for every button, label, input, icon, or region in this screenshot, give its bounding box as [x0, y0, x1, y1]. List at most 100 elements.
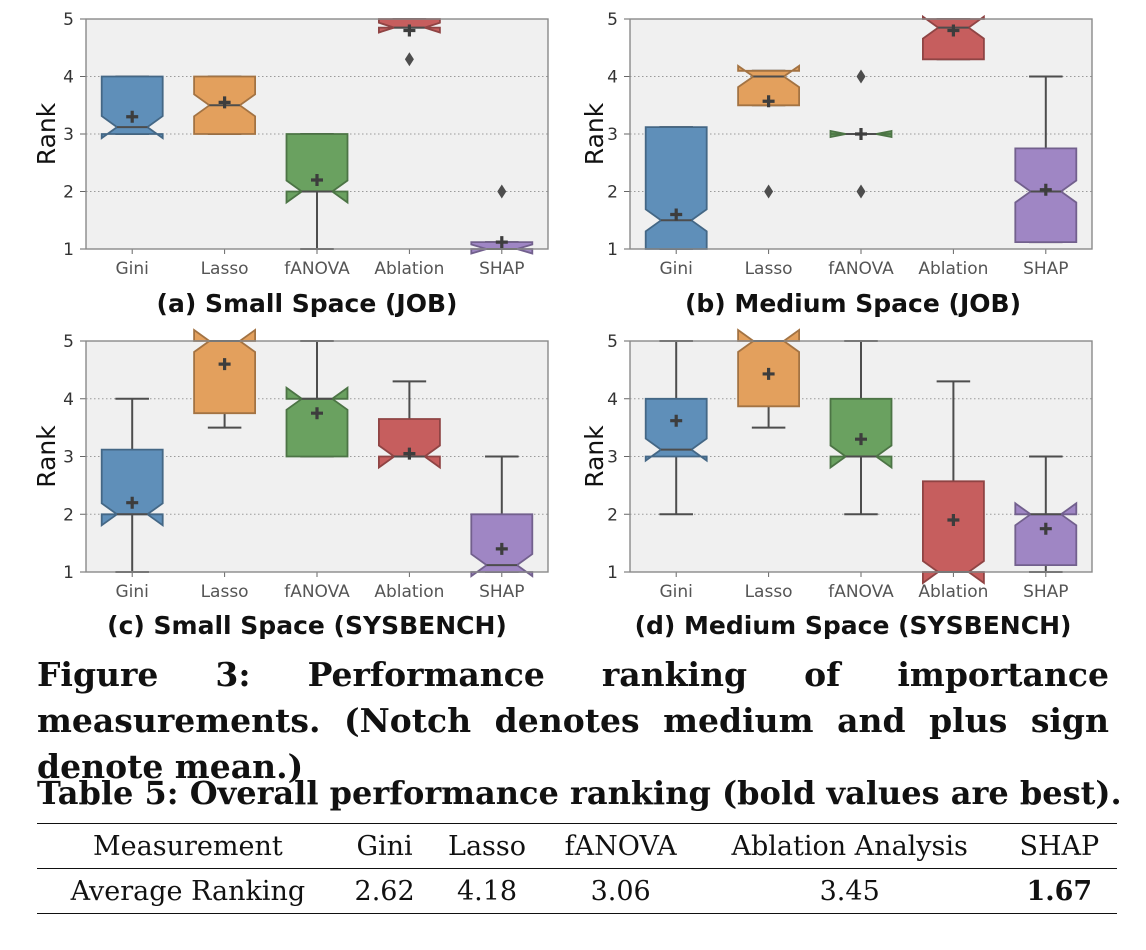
box-ablation — [922, 480, 985, 585]
mean-marker-gini — [670, 208, 683, 221]
y-tick-label: 2 — [63, 505, 74, 525]
y-tick-label: 3 — [607, 125, 618, 145]
chart-panel-1: 1 2 3 4 5 Rank Gini Lasso fANOVA Ablation SHAP (a) … — [32, 10, 549, 318]
x-tick-label: fANOVA — [828, 582, 894, 602]
y-axis-label: Rank — [32, 102, 61, 165]
x-tick-label: Lasso — [201, 582, 249, 602]
x-tick-label: fANOVA — [828, 259, 894, 279]
plot-frame — [629, 18, 1093, 250]
x-tick-label: SHAP — [479, 259, 524, 279]
x-tick-label: SHAP — [479, 582, 524, 602]
mean-marker-lasso — [218, 96, 231, 109]
x-tick-label: Gini — [115, 259, 148, 279]
y-tick-label: 1 — [63, 563, 74, 583]
table-row: Average Ranking 2.62 4.18 3.06 3.45 1.67 — [37, 869, 1117, 914]
chart-panel-2: 1 2 3 4 5 Rank Gini Lasso fANOVA Ablation SHAP(b) … — [580, 10, 1093, 318]
box-fanova — [829, 397, 893, 470]
plot-frame — [85, 340, 549, 573]
plot-frame — [629, 340, 1093, 573]
mean-marker-ablation — [403, 24, 416, 37]
box-fanova — [829, 129, 893, 139]
cell-lasso: 4.18 — [456, 875, 518, 907]
mean-marker-ablation — [403, 447, 416, 460]
chart-title: (c) Small Space (SYSBENCH) — [107, 611, 507, 640]
cell-shap-best: 1.67 — [1026, 875, 1093, 907]
x-tick-label: fANOVA — [284, 582, 350, 602]
outlier-shap — [497, 184, 507, 199]
y-tick-label: 2 — [63, 183, 74, 203]
mean-marker-ablation — [947, 24, 960, 37]
y-tick-label: 4 — [63, 390, 74, 410]
y-tick-label: 4 — [607, 390, 618, 410]
box-gini — [100, 75, 164, 140]
y-tick-label: 1 — [607, 563, 618, 583]
y-tick-label: 4 — [607, 68, 618, 88]
cell-fanova: 3.06 — [590, 875, 651, 907]
table-header-row: Measurement Gini Lasso fANOVA Ablation A… — [37, 823, 1117, 869]
y-tick-label: 5 — [607, 10, 618, 30]
mean-marker-lasso — [762, 95, 775, 108]
chart-title: (b) Medium Space (JOB) — [685, 289, 1021, 318]
box-gini — [644, 397, 708, 463]
header-gini: Gini — [356, 830, 413, 862]
mean-marker-shap — [1039, 522, 1052, 535]
header-measurement: Measurement — [93, 830, 283, 862]
row-label: Average Ranking — [70, 875, 306, 907]
y-axis-label: Rank — [580, 102, 609, 165]
x-tick-label: SHAP — [1023, 582, 1068, 602]
header-shap: SHAP — [1019, 830, 1100, 862]
chart-title: (a) Small Space (JOB) — [157, 289, 458, 318]
y-tick-label: 5 — [607, 332, 618, 352]
y-tick-label: 3 — [607, 448, 618, 468]
x-tick-label: Ablation — [374, 582, 444, 602]
x-tick-label: Gini — [659, 259, 692, 279]
y-tick-label: 5 — [63, 332, 74, 352]
mean-marker-fanova — [311, 407, 323, 420]
y-axis-label: Rank — [580, 425, 609, 488]
y-tick-label: 4 — [63, 68, 74, 88]
box-fanova — [285, 386, 349, 458]
y-tick-label: 3 — [63, 448, 74, 468]
mean-marker-ablation — [947, 514, 960, 527]
box-ablation — [922, 14, 985, 61]
chart-panel-4: 1 2 3 4 5 Rank Gini Lasso fANOVA Ablation SHAP (d) … — [580, 328, 1093, 640]
mean-marker-fanova — [311, 174, 323, 186]
mean-marker-gini — [126, 496, 139, 509]
plot-frame — [85, 18, 549, 250]
x-tick-label: Gini — [659, 582, 692, 602]
mean-marker-shap — [495, 542, 508, 555]
table-caption: Table 5: Overall performance ranking (bo… — [37, 774, 1122, 812]
y-tick-label: 3 — [63, 125, 74, 145]
mean-marker-fanova — [855, 128, 867, 140]
x-tick-label: Ablation — [374, 259, 444, 279]
box-ablation — [377, 418, 441, 470]
y-tick-label: 1 — [607, 240, 618, 260]
x-tick-label: Ablation — [918, 259, 988, 279]
x-tick-label: Ablation — [918, 582, 988, 602]
box-lasso — [193, 328, 257, 415]
x-tick-label: Lasso — [201, 259, 249, 279]
box-gini — [644, 126, 708, 250]
y-tick-label: 2 — [607, 183, 618, 203]
x-tick-label: SHAP — [1023, 259, 1068, 279]
x-tick-label: Lasso — [745, 582, 793, 602]
box-gini — [100, 448, 164, 528]
y-axis-label: Rank — [32, 425, 61, 488]
y-tick-label: 5 — [63, 10, 74, 30]
x-tick-label: Lasso — [745, 259, 793, 279]
mean-marker-lasso — [218, 358, 231, 371]
outlier-fanova — [856, 184, 866, 199]
cell-ablation-analysis: 3.45 — [819, 875, 880, 907]
x-tick-label: Gini — [115, 582, 148, 602]
y-tick-label: 1 — [63, 240, 74, 260]
box-lasso — [737, 64, 800, 107]
mean-marker-lasso — [762, 367, 775, 380]
boxplot-figure: 1 2 3 4 5 Rank Gini Lasso fANOVA Ablation SHAP (a) … — [32, 10, 1093, 640]
chart-title: (d) Medium Space (SYSBENCH) — [635, 611, 1072, 640]
box-fanova — [285, 133, 349, 205]
outlier-ablation — [404, 52, 414, 67]
cell-gini: 2.62 — [354, 875, 415, 907]
header-fanova: fANOVA — [564, 830, 677, 862]
chart-panel-3: 1 2 3 4 5 Rank Gini Lasso fANOVA Ablation SHAP (c) … — [32, 328, 549, 640]
header-ablation-analysis: Ablation Analysis — [731, 830, 968, 862]
